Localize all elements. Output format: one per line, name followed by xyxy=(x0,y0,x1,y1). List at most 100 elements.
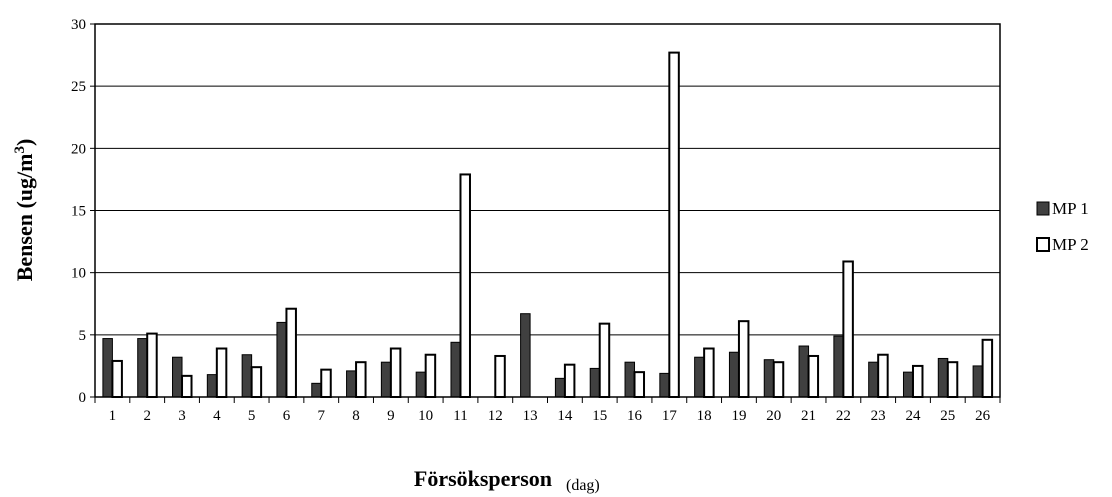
y-tick-labels: 0 5 10 15 20 25 30 xyxy=(71,17,86,406)
y-tick-label: 25 xyxy=(71,79,86,95)
y-axis-title: Bensen (ug/m3) xyxy=(12,139,37,282)
y-tick-label: 20 xyxy=(71,141,86,157)
bar-mp1-2 xyxy=(137,338,148,398)
bar-mp1-20 xyxy=(763,359,775,398)
x-tick-label: 16 xyxy=(627,408,643,424)
legend: MP 1 MP 2 xyxy=(1036,199,1089,254)
bar-mp1-4 xyxy=(206,374,218,398)
x-tick-label: 2 xyxy=(143,408,151,424)
x-tick-label: 1 xyxy=(109,408,117,424)
bar-mp2-2 xyxy=(146,332,158,398)
x-tick-label: 7 xyxy=(318,408,326,424)
bar-mp1-25 xyxy=(937,357,949,398)
x-tick-label: 18 xyxy=(697,408,712,424)
x-axis-title: Försöksperson xyxy=(414,466,552,491)
bar-mp2-15 xyxy=(598,322,611,399)
bar-mp2-16 xyxy=(633,371,646,398)
bar-mp1-17 xyxy=(659,372,670,398)
bar-mp2-17 xyxy=(668,51,680,398)
y-axis-title-superscript: 3 xyxy=(12,146,28,154)
x-tick-label: 22 xyxy=(836,408,851,424)
bar-mp1-19 xyxy=(728,351,740,398)
bar-mp2-20 xyxy=(772,361,785,399)
y-tick-label: 0 xyxy=(79,390,87,406)
bar-mp2-22 xyxy=(842,260,854,398)
x-tick-label: 9 xyxy=(387,408,395,424)
bar-mp2-26 xyxy=(981,338,994,399)
x-tick-label: 17 xyxy=(662,408,678,424)
bar-mp2-11 xyxy=(459,173,471,398)
x-tick-label: 15 xyxy=(592,408,607,424)
bar-mp2-19 xyxy=(737,320,750,399)
x-axis-unit: (dag) xyxy=(566,477,600,494)
x-tick-label: 13 xyxy=(523,408,538,424)
bar-mp1-3 xyxy=(172,356,183,398)
bar-mp2-4 xyxy=(215,347,228,399)
x-tick-label: 19 xyxy=(731,408,746,424)
bar-mp1-1 xyxy=(102,338,113,398)
bar-mp1-24 xyxy=(902,371,914,398)
legend-swatch-mp2 xyxy=(1036,237,1050,252)
bar-mp2-5 xyxy=(250,366,263,399)
bar-mp2-3 xyxy=(181,374,193,399)
gridlines xyxy=(95,85,1000,336)
legend-label-mp1: MP 1 xyxy=(1052,199,1089,218)
bar-mp2-9 xyxy=(389,347,402,399)
x-tick-label: 26 xyxy=(975,408,991,424)
bar-mp1-23 xyxy=(868,361,879,398)
x-tick-label: 11 xyxy=(453,408,467,424)
legend-swatch-mp1 xyxy=(1036,201,1050,216)
x-tick-label: 5 xyxy=(248,408,256,424)
x-tick-label: 14 xyxy=(557,408,573,424)
bar-mp1-5 xyxy=(241,354,253,398)
legend-label-mp2: MP 2 xyxy=(1052,235,1089,254)
x-tick-label: 12 xyxy=(488,408,503,424)
bar-mp1-15 xyxy=(589,367,601,398)
x-tick-label: 23 xyxy=(871,408,886,424)
bar-mp1-9 xyxy=(380,361,392,398)
y-axis-title-text: Bensen (ug/m xyxy=(12,154,37,282)
x-tick-labels: 1 2 3 4 5 6 7 8 9 10 11 12 13 14 15 16 17 18 19 20 21 22 23 24 2… xyxy=(109,408,991,424)
bar-mp2-7 xyxy=(320,368,332,398)
bar-mp1-14 xyxy=(554,377,566,398)
y-tick-label: 10 xyxy=(71,266,86,282)
bar-mp2-21 xyxy=(807,354,820,398)
bar-mp2-10 xyxy=(424,353,437,398)
bar-mp1-6 xyxy=(276,321,287,398)
bar-mp2-1 xyxy=(111,359,123,398)
bar-mp2-24 xyxy=(911,364,924,398)
bar-mp2-12 xyxy=(494,354,506,398)
bar-mp1-18 xyxy=(694,356,705,398)
bar-mp1-13 xyxy=(520,313,531,398)
x-tick-label: 20 xyxy=(766,408,781,424)
x-tick-label: 4 xyxy=(213,408,221,424)
bars xyxy=(102,51,994,399)
y-axis-title-close: ) xyxy=(12,139,37,146)
bar-mp1-22 xyxy=(833,335,844,398)
bar-mp1-7 xyxy=(311,382,322,398)
y-tick-label: 30 xyxy=(71,17,86,33)
bar-mp2-8 xyxy=(355,361,367,399)
x-tick-label: 6 xyxy=(283,408,291,424)
x-tick-label: 3 xyxy=(178,408,186,424)
axes xyxy=(90,23,1001,403)
bar-mp1-21 xyxy=(798,345,810,398)
x-tick-label: 24 xyxy=(905,408,921,424)
y-tick-label: 5 xyxy=(79,328,87,344)
bar-mp1-10 xyxy=(415,371,427,398)
x-tick-label: 8 xyxy=(352,408,360,424)
x-tick-label: 21 xyxy=(801,408,816,424)
bar-mp2-23 xyxy=(877,353,889,398)
bar-mp2-18 xyxy=(703,347,715,399)
bar-mp1-26 xyxy=(972,365,984,398)
bar-mp1-16 xyxy=(624,361,636,398)
x-tick-label: 25 xyxy=(940,408,955,424)
y-tick-label: 15 xyxy=(71,204,86,220)
bar-mp1-8 xyxy=(346,370,357,398)
x-tick-label: 10 xyxy=(418,408,433,424)
bar-mp2-25 xyxy=(946,361,959,399)
bar-mp1-11 xyxy=(450,341,461,398)
bar-mp2-14 xyxy=(563,363,576,399)
bar-mp2-6 xyxy=(285,307,297,398)
